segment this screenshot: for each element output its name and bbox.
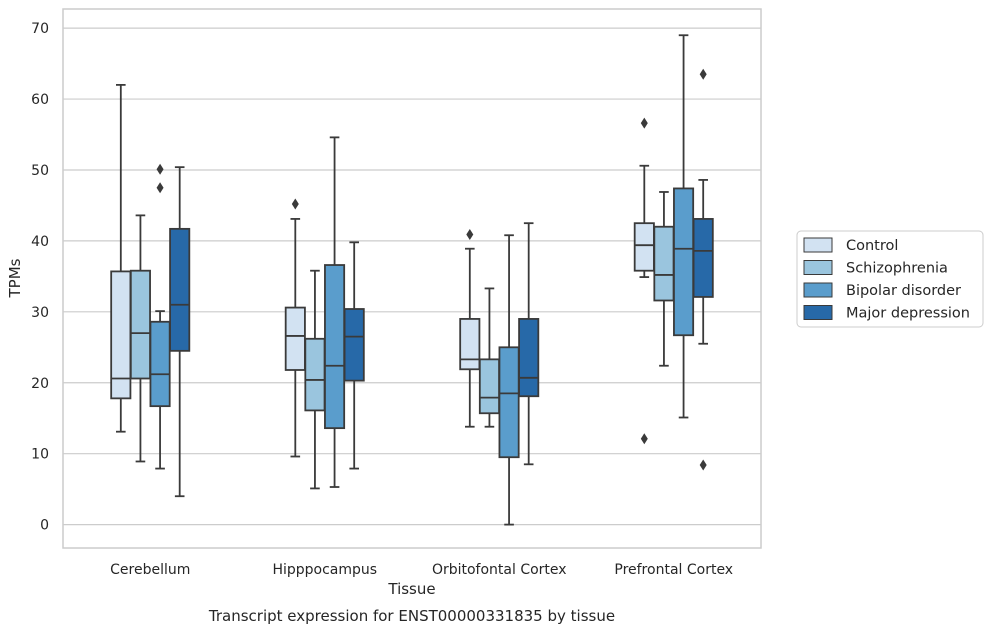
legend-label: Schizophrenia xyxy=(846,261,948,277)
box-iqr xyxy=(129,269,151,380)
legend-swatch xyxy=(803,260,833,275)
box-major-depression xyxy=(343,241,365,470)
y-tick-labels: 0 10 20 30 40 50 60 70 xyxy=(31,21,49,533)
box-iqr xyxy=(169,227,191,352)
box-bipolar-disorder xyxy=(498,234,520,526)
box-schizophrenia xyxy=(129,214,151,463)
box-major-depression xyxy=(169,166,191,498)
outlier-point xyxy=(466,229,474,241)
x-tick-label: Orbitofontal Cortex xyxy=(432,562,567,578)
legend-label: Major depression xyxy=(846,306,970,322)
legend-swatch xyxy=(803,305,833,320)
x-tick-labels: Cerebellum Hipppocampus Orbitofontal Corte… xyxy=(110,562,733,578)
legend-label: Control xyxy=(846,238,898,254)
box-iqr xyxy=(478,358,500,415)
box-schizophrenia xyxy=(478,287,500,428)
chart-caption: Transcript expression for ENST0000033183… xyxy=(208,607,615,625)
legend-swatch xyxy=(803,237,833,253)
box-control xyxy=(633,117,655,445)
outlier-point xyxy=(699,459,707,471)
box-iqr xyxy=(518,318,540,398)
y-tick-label: 0 xyxy=(40,518,49,534)
legend-swatch xyxy=(803,282,833,298)
outlier-point xyxy=(640,433,648,445)
box-control xyxy=(459,229,481,428)
box-major-depression xyxy=(692,68,714,471)
outlier-point xyxy=(291,198,299,210)
y-tick-label: 10 xyxy=(31,447,49,463)
y-tick-label: 20 xyxy=(31,376,49,392)
outlier-point xyxy=(156,163,164,175)
box-series xyxy=(110,34,714,526)
box-bipolar-disorder xyxy=(149,163,171,470)
box-iqr xyxy=(673,187,695,337)
box-iqr xyxy=(692,218,714,298)
y-tick-label: 40 xyxy=(31,234,49,250)
y-axis-label: TPMs xyxy=(6,258,24,298)
x-axis-label: Tissue xyxy=(387,580,435,598)
plot-frame xyxy=(62,8,762,549)
box-major-depression xyxy=(518,222,540,466)
outlier-point xyxy=(156,182,164,194)
box-iqr xyxy=(653,225,675,302)
x-tick-label: Hipppocampus xyxy=(272,562,377,578)
y-tick-label: 70 xyxy=(31,21,49,37)
box-schizophrenia xyxy=(304,269,326,490)
box-control xyxy=(110,83,132,433)
box-control xyxy=(284,198,306,458)
box-iqr xyxy=(284,306,306,371)
box-iqr xyxy=(633,222,655,272)
box-iqr xyxy=(459,318,481,371)
legend-label: Bipolar disorder xyxy=(846,283,961,299)
x-tick-label: Prefrontal Cortex xyxy=(614,562,733,578)
box-bipolar-disorder xyxy=(324,136,346,488)
legend-frame xyxy=(796,230,984,328)
box-iqr xyxy=(324,264,346,430)
box-schizophrenia xyxy=(653,191,675,367)
outlier-point xyxy=(699,68,707,80)
y-tick-label: 50 xyxy=(31,163,49,179)
box-iqr xyxy=(498,346,520,459)
box-bipolar-disorder xyxy=(673,34,695,419)
y-tick-label: 30 xyxy=(31,305,49,321)
y-tick-label: 60 xyxy=(31,92,49,108)
box-iqr xyxy=(343,308,365,382)
x-tick-label: Cerebellum xyxy=(110,562,190,578)
box-iqr xyxy=(149,320,171,408)
box-iqr xyxy=(304,337,326,412)
outlier-point xyxy=(640,117,648,129)
legend: Control Schizophrenia Bipolar disorder Majo… xyxy=(796,230,984,328)
